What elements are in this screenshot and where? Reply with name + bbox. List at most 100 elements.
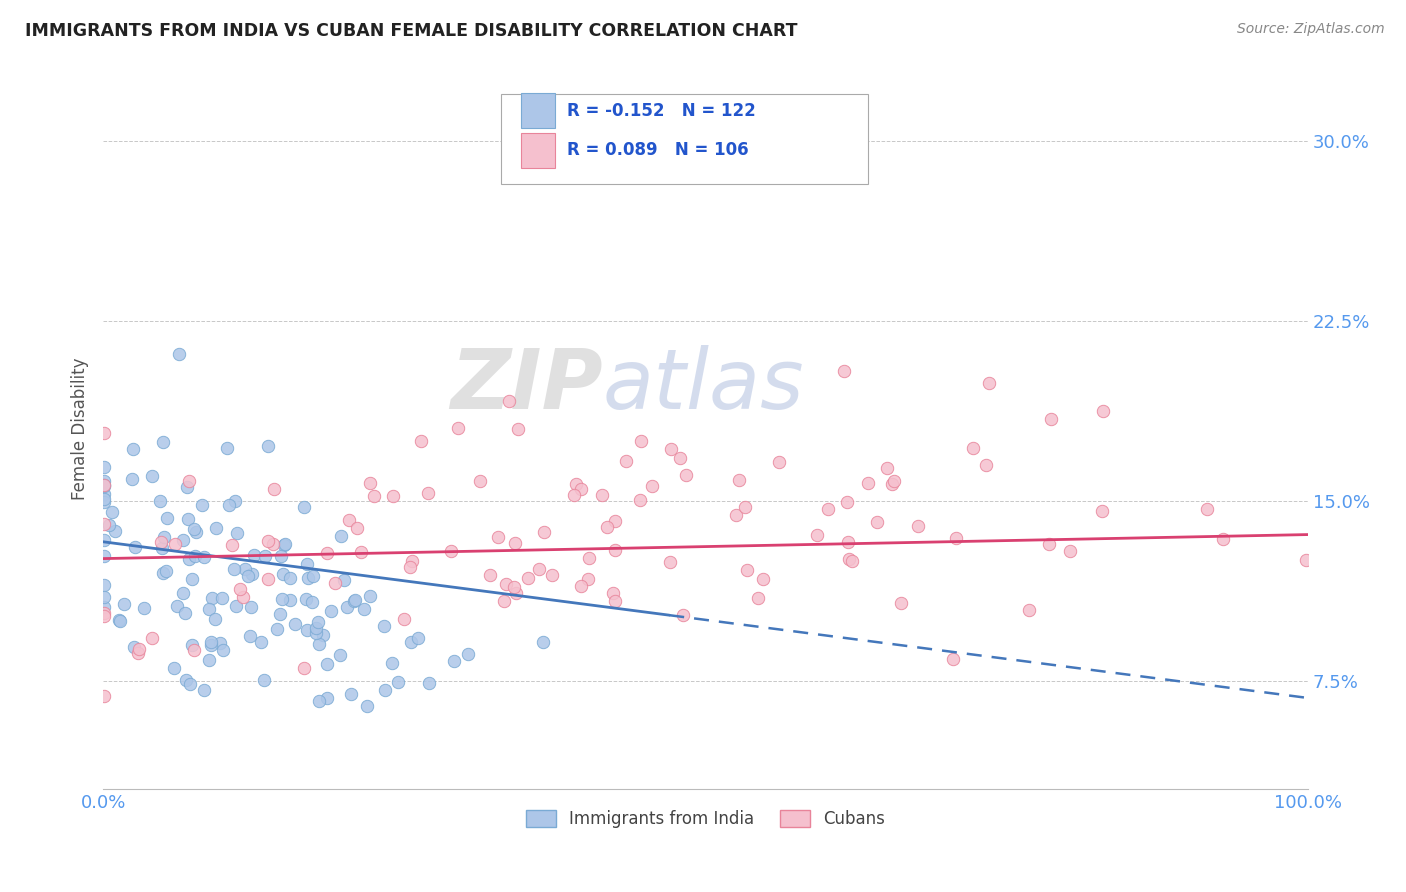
- Point: [122, 442, 145, 456]
- Point: [221, 539, 243, 553]
- Point: [735, 563, 758, 577]
- Point: [675, 468, 697, 483]
- Point: [122, 640, 145, 654]
- Text: ZIP: ZIP: [450, 345, 603, 426]
- Point: [253, 549, 276, 563]
- Point: [502, 580, 524, 594]
- Point: [184, 524, 207, 539]
- Point: [346, 521, 368, 535]
- Point: [381, 657, 404, 671]
- Point: [174, 673, 197, 688]
- Point: [616, 454, 638, 468]
- Point: [883, 474, 905, 488]
- Point: [240, 567, 263, 582]
- Point: [308, 615, 330, 630]
- Point: [374, 683, 396, 698]
- Point: [479, 568, 502, 582]
- Point: [269, 607, 291, 621]
- Point: [591, 488, 613, 502]
- Point: [295, 624, 318, 638]
- Point: [492, 594, 515, 608]
- Point: [571, 579, 593, 593]
- Point: [817, 502, 839, 516]
- Point: [179, 677, 201, 691]
- Point: [211, 643, 233, 657]
- Point: [284, 617, 307, 632]
- Point: [141, 632, 163, 646]
- Point: [141, 469, 163, 483]
- Point: [225, 525, 247, 540]
- Text: Source: ZipAtlas.com: Source: ZipAtlas.com: [1237, 22, 1385, 37]
- Point: [876, 461, 898, 475]
- Point: [533, 524, 555, 539]
- Point: [945, 531, 967, 545]
- Point: [93, 459, 115, 474]
- Point: [250, 635, 273, 649]
- Point: [342, 593, 364, 607]
- Point: [576, 572, 599, 586]
- Point: [401, 554, 423, 568]
- FancyBboxPatch shape: [522, 94, 555, 128]
- Point: [183, 522, 205, 536]
- Point: [253, 673, 276, 688]
- Point: [93, 425, 115, 440]
- Point: [257, 533, 280, 548]
- Point: [201, 591, 224, 605]
- Point: [387, 675, 409, 690]
- Point: [163, 537, 186, 551]
- Point: [837, 534, 859, 549]
- Point: [193, 683, 215, 698]
- Point: [177, 511, 200, 525]
- Point: [93, 600, 115, 615]
- Point: [224, 562, 246, 576]
- Point: [93, 578, 115, 592]
- Point: [399, 560, 422, 574]
- Point: [93, 533, 115, 548]
- Point: [319, 604, 342, 618]
- Point: [858, 476, 880, 491]
- Point: [232, 590, 254, 604]
- Point: [257, 572, 280, 586]
- Point: [416, 486, 439, 500]
- Point: [1018, 603, 1040, 617]
- Point: [98, 517, 121, 532]
- Point: [308, 694, 330, 708]
- Point: [256, 439, 278, 453]
- Point: [343, 593, 366, 607]
- Point: [832, 364, 855, 378]
- Point: [506, 422, 529, 436]
- Point: [193, 550, 215, 565]
- Point: [329, 648, 352, 662]
- Point: [562, 488, 585, 502]
- Point: [127, 646, 149, 660]
- Point: [669, 450, 692, 465]
- Point: [578, 551, 600, 566]
- Point: [505, 585, 527, 599]
- Point: [93, 689, 115, 703]
- Point: [505, 536, 527, 550]
- Point: [174, 606, 197, 620]
- Point: [239, 629, 262, 643]
- Point: [93, 492, 115, 507]
- Point: [641, 479, 664, 493]
- Point: [294, 661, 316, 675]
- Point: [356, 698, 378, 713]
- Point: [974, 458, 997, 472]
- Point: [93, 608, 115, 623]
- Point: [274, 537, 297, 551]
- Point: [112, 597, 135, 611]
- Point: [200, 638, 222, 652]
- Point: [292, 500, 315, 514]
- Point: [1092, 404, 1115, 418]
- Point: [305, 626, 328, 640]
- Point: [411, 434, 433, 449]
- Point: [301, 568, 323, 582]
- Point: [323, 576, 346, 591]
- Point: [1295, 552, 1317, 566]
- Point: [747, 591, 769, 605]
- Point: [177, 552, 200, 566]
- Point: [630, 434, 652, 448]
- Point: [527, 562, 550, 576]
- Point: [233, 562, 256, 576]
- Point: [93, 606, 115, 620]
